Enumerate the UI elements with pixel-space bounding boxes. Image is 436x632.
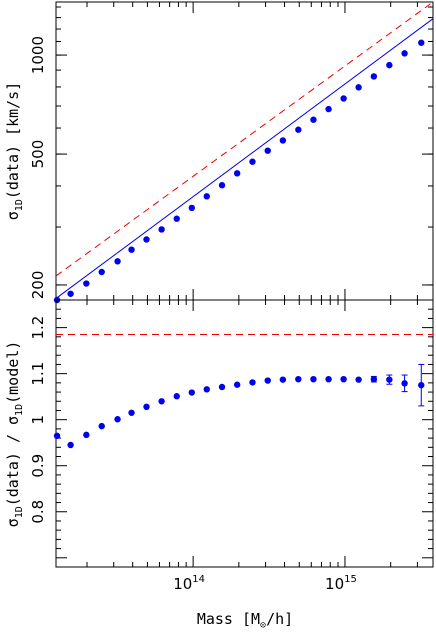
bottom-data-point bbox=[295, 375, 302, 383]
bottom-data-point bbox=[233, 381, 241, 388]
bottom-data-point bbox=[83, 431, 90, 439]
top-lines bbox=[55, 1, 434, 299]
bottom-data-point bbox=[158, 398, 165, 405]
top-data-point bbox=[203, 193, 210, 200]
bottom-points bbox=[53, 363, 425, 449]
top-data-point bbox=[83, 280, 90, 287]
bottom-data-point bbox=[355, 376, 362, 383]
top-plot-frame bbox=[55, 1, 434, 301]
top-data-point bbox=[386, 61, 393, 69]
bottom-data-point bbox=[53, 432, 61, 440]
bottom-data-point bbox=[340, 375, 347, 383]
top-panel: 200 500 1000 σ1D(data) [km/s] bbox=[4, 1, 434, 304]
bottom-y-tick-label: 1 bbox=[29, 415, 47, 425]
top-ticks bbox=[56, 2, 433, 300]
top-data-point bbox=[295, 126, 302, 133]
bottom-data-point bbox=[370, 375, 378, 383]
bottom-data-point bbox=[98, 422, 105, 430]
bottom-data-point bbox=[218, 383, 226, 391]
top-data-point bbox=[173, 215, 180, 222]
top-data-point bbox=[325, 105, 332, 113]
bottom-data-point bbox=[249, 379, 256, 386]
bottom-y-tick-label: 1.1 bbox=[29, 362, 47, 386]
bottom-data-point bbox=[67, 441, 74, 449]
top-points bbox=[53, 39, 425, 304]
top-data-point bbox=[128, 246, 135, 253]
top-data-point bbox=[218, 182, 226, 189]
top-data-point bbox=[310, 116, 317, 123]
bottom-data-point bbox=[203, 386, 210, 393]
x-tick-label: 1014 bbox=[173, 574, 205, 593]
top-data-point bbox=[249, 158, 256, 165]
bottom-data-point bbox=[418, 381, 425, 389]
top-data-point bbox=[188, 204, 195, 212]
top-data-point bbox=[401, 50, 408, 57]
bottom-data-point bbox=[401, 380, 408, 387]
top-data-point bbox=[279, 137, 287, 144]
top-data-point bbox=[98, 268, 105, 276]
x-axis-title: Mass [M⊙/h] bbox=[197, 610, 293, 631]
bottom-y-tick-label: 0.9 bbox=[29, 454, 47, 478]
bottom-data-point bbox=[310, 375, 317, 383]
top-data-point bbox=[370, 73, 378, 80]
top-y-tick-labels: 200 500 1000 bbox=[29, 36, 47, 299]
bottom-data-point bbox=[264, 377, 271, 384]
bottom-data-point bbox=[279, 376, 287, 383]
bottom-panel: 0.8 0.9 1 1.1 1.2 1014 1015 σ1D(data) / σ1D(m… bbox=[4, 299, 434, 631]
top-dashed-line bbox=[55, 1, 434, 277]
top-y-tick-label: 500 bbox=[29, 140, 47, 169]
bottom-y-tick-label: 0.8 bbox=[29, 500, 47, 524]
top-y-tick-label: 200 bbox=[29, 271, 47, 300]
bottom-x-tick-labels: 1014 1015 bbox=[173, 574, 357, 593]
top-data-point bbox=[340, 95, 347, 102]
top-data-point bbox=[158, 226, 165, 233]
top-data-point bbox=[67, 290, 74, 297]
top-data-point bbox=[114, 258, 121, 265]
bottom-plot-frame bbox=[55, 299, 434, 568]
bottom-data-point bbox=[143, 403, 150, 410]
bottom-data-point bbox=[114, 416, 121, 423]
bottom-data-point bbox=[128, 409, 135, 416]
bottom-y-axis-title: σ1D(data) / σ1D(model) bbox=[4, 341, 25, 528]
bottom-data-point bbox=[188, 389, 195, 396]
top-data-point bbox=[355, 84, 362, 91]
top-data-point bbox=[418, 39, 425, 46]
top-y-tick-label: 1000 bbox=[29, 36, 47, 74]
bottom-y-tick-labels: 0.8 0.9 1 1.1 1.2 bbox=[29, 316, 47, 524]
top-solid-line bbox=[55, 18, 434, 299]
top-data-point bbox=[233, 170, 241, 177]
bottom-ticks bbox=[56, 300, 433, 567]
top-y-axis-title: σ1D(data) [km/s] bbox=[4, 82, 25, 220]
bottom-data-point bbox=[325, 375, 332, 383]
bottom-y-tick-label: 1.2 bbox=[29, 316, 47, 340]
top-data-point bbox=[143, 236, 150, 243]
top-data-point bbox=[264, 147, 271, 154]
bottom-data-point bbox=[386, 376, 393, 383]
bottom-data-point bbox=[173, 393, 180, 400]
x-tick-label: 1015 bbox=[325, 574, 357, 593]
